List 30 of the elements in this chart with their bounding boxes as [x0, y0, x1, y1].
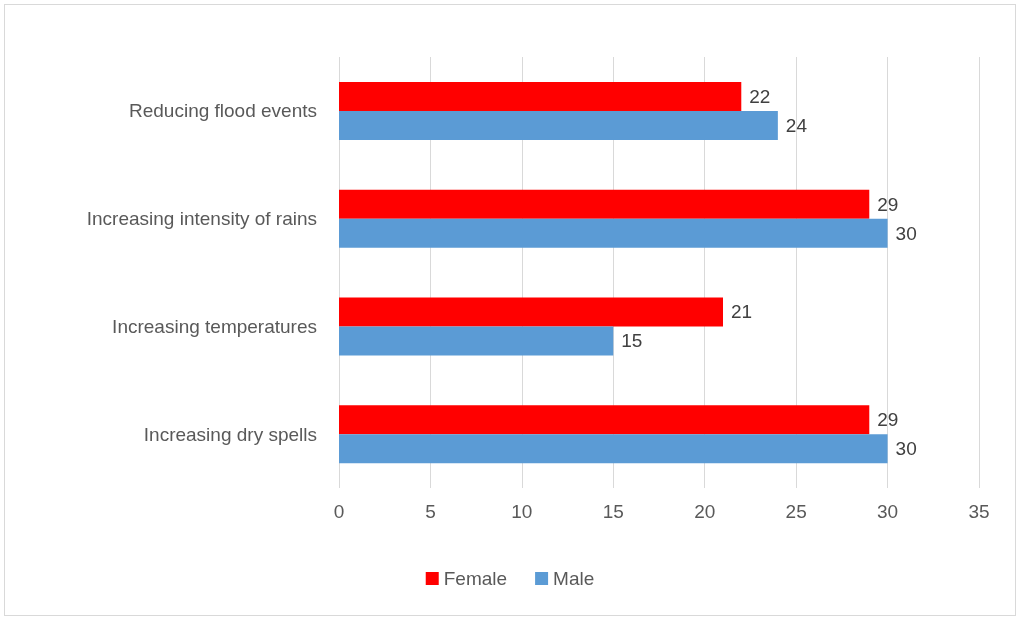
- x-tick-label: 0: [333, 501, 345, 522]
- bar: [339, 326, 614, 356]
- data-label: 29: [877, 193, 899, 215]
- data-label: 22: [749, 85, 771, 107]
- data-label: 21: [731, 301, 753, 323]
- bar: [339, 405, 870, 435]
- x-tick-label: 35: [968, 501, 990, 522]
- legend-label: Female: [443, 568, 508, 589]
- legend-label: Male: [553, 568, 595, 589]
- x-tick-label: 5: [425, 501, 436, 522]
- bar: [339, 189, 870, 219]
- data-label: 30: [895, 222, 917, 244]
- bar: [339, 218, 888, 248]
- data-label: 24: [785, 114, 808, 136]
- bar: [339, 110, 778, 140]
- y-tick-label: Reducing flood events: [128, 100, 317, 122]
- data-label: 30: [895, 438, 917, 460]
- x-tick-label: 20: [694, 501, 716, 522]
- bar: [339, 434, 888, 464]
- x-tick-label: 30: [877, 501, 899, 522]
- bar: [339, 81, 742, 111]
- y-tick-label: Increasing dry spells: [143, 423, 317, 445]
- x-tick-label: 10: [511, 501, 533, 522]
- bar: [339, 297, 723, 327]
- x-tick-label: 15: [602, 501, 624, 522]
- y-tick-label: Increasing intensity of rains: [86, 208, 317, 230]
- y-tick-label: Increasing temperatures: [112, 315, 317, 337]
- data-label: 29: [877, 409, 899, 431]
- x-tick-label: 25: [785, 501, 807, 522]
- data-label: 15: [621, 330, 643, 352]
